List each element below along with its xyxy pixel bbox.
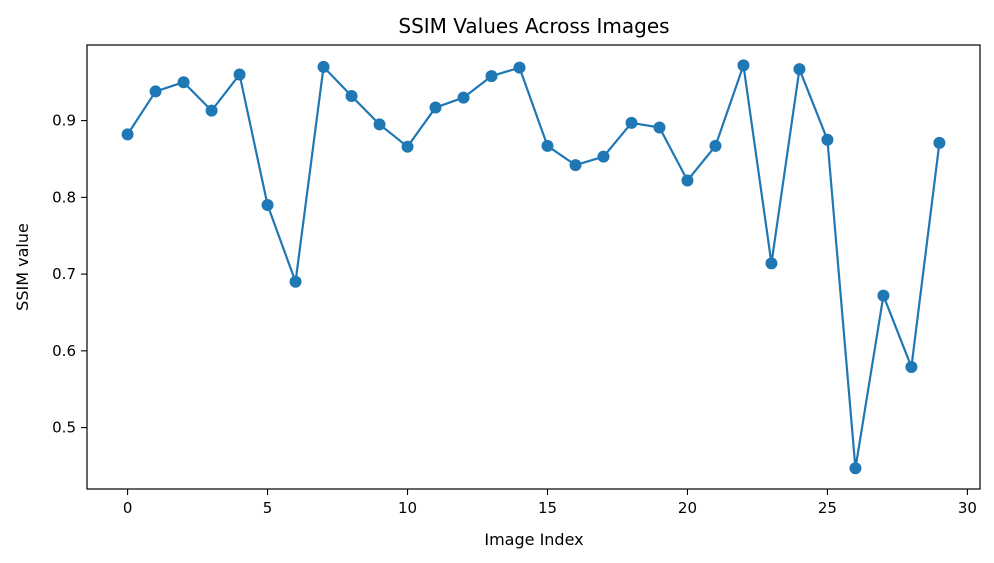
data-point bbox=[541, 139, 554, 152]
y-tick-label: 0.9 bbox=[52, 112, 76, 130]
plot-frame bbox=[86, 44, 981, 490]
x-axis: 0 5 10 15 20 25 30 bbox=[123, 489, 977, 517]
data-point bbox=[401, 140, 414, 153]
series-line bbox=[126, 64, 941, 470]
data-point bbox=[933, 136, 946, 149]
data-point bbox=[177, 76, 190, 89]
data-point bbox=[709, 139, 722, 152]
data-point bbox=[625, 116, 638, 129]
data-point bbox=[373, 118, 386, 131]
data-point bbox=[737, 59, 750, 72]
data-point bbox=[149, 85, 162, 98]
data-point bbox=[317, 60, 330, 73]
data-point bbox=[457, 91, 470, 104]
y-tick-label: 0.5 bbox=[52, 419, 76, 437]
x-tick-label: 10 bbox=[398, 499, 417, 517]
data-point bbox=[849, 462, 862, 475]
data-points bbox=[121, 59, 946, 475]
x-tick-label: 5 bbox=[263, 499, 273, 517]
data-point bbox=[681, 174, 694, 187]
data-point bbox=[345, 90, 358, 103]
data-point bbox=[905, 360, 918, 373]
x-tick-label: 20 bbox=[678, 499, 697, 517]
data-point bbox=[121, 128, 134, 141]
y-tick-label: 0.8 bbox=[52, 188, 76, 206]
x-tick-label: 25 bbox=[818, 499, 837, 517]
x-tick-label: 0 bbox=[123, 499, 133, 517]
chart-title: SSIM Values Across Images bbox=[398, 14, 669, 38]
data-point bbox=[289, 275, 302, 288]
data-point bbox=[205, 104, 218, 117]
x-tick-label: 30 bbox=[958, 499, 977, 517]
data-point bbox=[261, 199, 274, 212]
y-tick-label: 0.6 bbox=[52, 342, 76, 360]
data-point bbox=[597, 150, 610, 163]
data-point bbox=[233, 68, 246, 81]
data-point bbox=[821, 133, 834, 146]
plot-area bbox=[87, 45, 980, 489]
data-point bbox=[569, 159, 582, 172]
y-tick-label: 0.7 bbox=[52, 265, 76, 283]
data-point bbox=[765, 257, 778, 270]
y-axis: 0.5 0.6 0.7 0.8 0.9 bbox=[52, 112, 87, 437]
data-point bbox=[653, 121, 666, 134]
data-point bbox=[793, 63, 806, 76]
data-point bbox=[429, 101, 442, 114]
data-point bbox=[877, 289, 890, 302]
data-point bbox=[485, 70, 498, 83]
data-point bbox=[513, 61, 526, 74]
x-tick-label: 15 bbox=[538, 499, 557, 517]
y-axis-label: SSIM value bbox=[13, 223, 32, 311]
x-axis-label: Image Index bbox=[484, 530, 583, 549]
